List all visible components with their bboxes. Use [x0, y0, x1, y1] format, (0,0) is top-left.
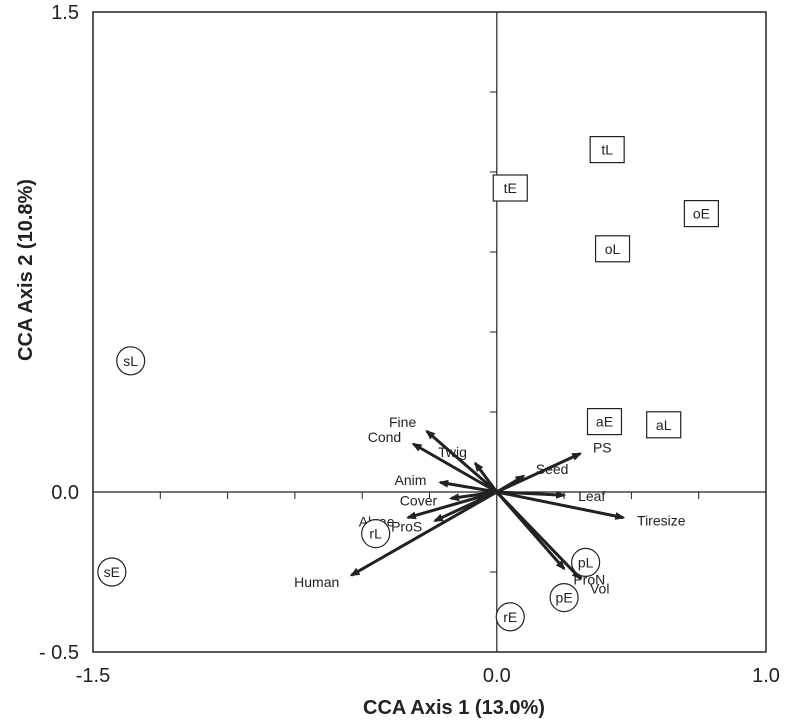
site-marker-circle [495, 602, 525, 632]
vector-label: Tiresize [637, 512, 686, 528]
plot-frame [92, 11, 767, 653]
site-label: sE [104, 564, 120, 580]
site-label: oE [693, 206, 710, 222]
site-marker-square [586, 408, 623, 436]
site-marker-circle [97, 557, 127, 587]
vector-arrow [406, 490, 498, 520]
site-marker-square [492, 174, 528, 202]
site-label: pL [578, 554, 594, 570]
vector-arrow [474, 461, 499, 493]
site-label: tE [504, 180, 517, 196]
site-marker-circle [361, 518, 391, 549]
site-label: aL [656, 417, 672, 433]
site-label: tL [601, 142, 613, 158]
vector-label: Vol [590, 580, 609, 596]
site-marker-circle [549, 582, 579, 613]
x-tick-label: 0.0 [483, 665, 511, 687]
site-label: rL [369, 526, 382, 542]
x-tick-label: 1.0 [752, 665, 780, 687]
site-label: pE [556, 590, 573, 606]
y-tick-label: - 0.5 [39, 642, 79, 664]
vector-label: Cover [400, 492, 438, 508]
y-axis-title: CCA Axis 2 (10.8%) [15, 179, 37, 361]
vector-arrow [496, 490, 626, 520]
vector-label: Cond [368, 429, 401, 445]
vector-label: Anim [395, 472, 427, 488]
vector-arrow [496, 474, 526, 494]
site-label: oL [605, 241, 621, 257]
x-tick-label: -1.5 [76, 665, 110, 687]
vector-arrow [411, 442, 498, 494]
vector-label: Human [294, 574, 339, 590]
vector-arrow [496, 490, 567, 499]
vector-label: Fine [389, 414, 416, 430]
vector-arrow [438, 479, 498, 494]
site-marker-square [594, 235, 631, 263]
vector-label: Leaf [578, 488, 605, 504]
vector-label: Seed [536, 461, 569, 477]
vector-label: Twig [438, 444, 467, 460]
vector-arrow [349, 490, 498, 577]
site-marker-circle [571, 547, 601, 578]
site-label: sL [123, 353, 138, 369]
site-marker-circle [116, 346, 146, 376]
vector-arrow [496, 452, 583, 494]
site-marker-square [683, 200, 719, 228]
vector-label: PS [593, 440, 612, 456]
x-axis-title: CCA Axis 1 (13.0%) [363, 697, 545, 719]
site-marker-square [589, 136, 625, 164]
vector-arrow [425, 429, 498, 494]
y-tick-label: 1.5 [51, 2, 79, 24]
vector-arrow [495, 490, 582, 580]
site-label: aE [596, 414, 613, 430]
site-marker-square [646, 411, 682, 439]
y-tick-label: 0.0 [51, 482, 79, 504]
site-label: rE [503, 609, 517, 625]
vector-label: ProS [391, 519, 422, 535]
